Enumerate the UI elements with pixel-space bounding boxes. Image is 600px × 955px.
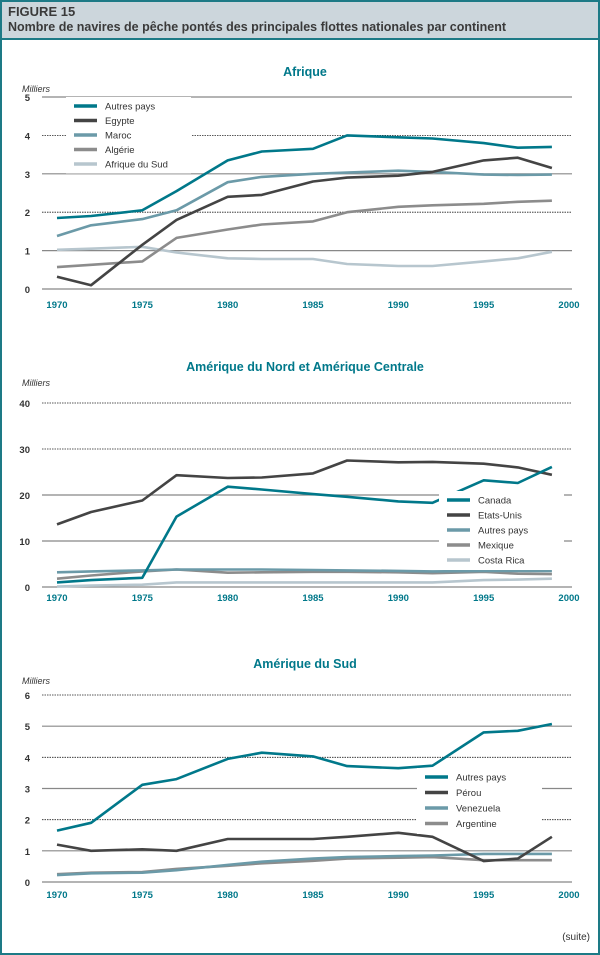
series-line-0 — [56, 134, 552, 220]
y-axis-label: Milliers — [22, 676, 50, 686]
x-tick-label: 1985 — [302, 890, 324, 901]
x-tick-label: 1980 — [217, 300, 238, 311]
legend-label: Costa Rica — [478, 556, 525, 567]
series-line-2 — [56, 568, 552, 574]
y-tick-label: 0 — [25, 285, 30, 296]
y-tick-label: 40 — [19, 399, 30, 410]
series-line-3 — [56, 199, 552, 269]
x-tick-label: 1990 — [388, 300, 409, 311]
legend-label: Autres pays — [105, 102, 155, 113]
y-tick-label: 6 — [25, 691, 30, 702]
y-tick-label: 4 — [25, 753, 31, 764]
y-tick-label: 2 — [25, 208, 30, 219]
legend-label: Afrique du Sud — [105, 160, 168, 171]
series-line-2 — [56, 852, 552, 877]
series-line-2 — [56, 169, 552, 238]
x-tick-label: 1990 — [388, 890, 409, 901]
y-tick-label: 4 — [25, 131, 31, 142]
figure-title: Nombre de navires de pêche pontés des pr… — [8, 20, 507, 34]
x-tick-label: 1970 — [46, 593, 67, 604]
legend-label: Algérie — [105, 145, 135, 156]
legend-label: Canada — [478, 496, 512, 507]
legend-label: Mexique — [478, 541, 514, 552]
x-tick-label: 2000 — [558, 300, 579, 311]
legend-label: Autres pays — [478, 526, 528, 537]
x-tick-label: 1985 — [302, 300, 324, 311]
y-tick-label: 20 — [19, 491, 30, 502]
x-tick-label: 1970 — [46, 890, 67, 901]
legend-label: Etats-Unis — [478, 511, 522, 522]
y-tick-label: 0 — [25, 878, 30, 889]
legend-label: Maroc — [105, 131, 132, 142]
x-tick-label: 1995 — [473, 593, 495, 604]
series-line-1 — [56, 831, 553, 863]
legend-label: Egypte — [105, 116, 135, 127]
y-axis-label: Milliers — [22, 84, 50, 94]
continuation-note: (suite) — [562, 932, 590, 943]
legend-label: Argentine — [456, 819, 497, 830]
x-tick-label: 1975 — [132, 890, 154, 901]
figure-header: FIGURE 15 Nombre de navires de pêche pon… — [2, 2, 598, 40]
x-tick-label: 1970 — [46, 300, 67, 311]
series-line-1 — [56, 459, 553, 526]
chart-afrique: Afrique Milliers 0 1 2 3 4 5 1970 1975 1980 1985 199… — [22, 65, 580, 311]
series-line-4 — [56, 245, 553, 268]
y-axis-label: Milliers — [22, 378, 50, 388]
x-tick-label: 2000 — [558, 890, 579, 901]
y-tick-label: 30 — [19, 445, 30, 456]
series-line-1 — [56, 156, 553, 287]
legend-label: Pérou — [456, 788, 481, 799]
y-tick-label: 3 — [25, 170, 30, 181]
legend-label: Autres pays — [456, 773, 506, 784]
y-tick-label: 5 — [25, 722, 31, 733]
x-tick-label: 1975 — [132, 593, 154, 604]
x-tick-label: 1990 — [388, 593, 409, 604]
series-line-0 — [56, 465, 553, 584]
y-tick-label: 1 — [25, 847, 31, 858]
figure-label: FIGURE 15 — [8, 4, 76, 19]
x-tick-label: 1995 — [473, 890, 495, 901]
x-tick-label: 1995 — [473, 300, 495, 311]
chart-amerique-nord-centrale: Amérique du Nord et Amérique Centrale Mil… — [19, 360, 579, 604]
x-tick-label: 2000 — [558, 593, 579, 604]
x-tick-label: 1975 — [132, 300, 154, 311]
series-line-4 — [56, 577, 552, 588]
chart-title: Amérique du Sud — [253, 657, 356, 671]
chart-title: Afrique — [283, 65, 327, 79]
y-tick-label: 3 — [25, 785, 30, 796]
x-tick-label: 1980 — [217, 593, 238, 604]
y-tick-label: 5 — [25, 93, 31, 104]
y-tick-label: 10 — [19, 537, 30, 548]
y-tick-label: 2 — [25, 816, 30, 827]
x-tick-label: 1980 — [217, 890, 238, 901]
x-tick-label: 1985 — [302, 593, 324, 604]
series-line-0 — [56, 722, 553, 832]
legend-label: Venezuela — [456, 804, 501, 815]
chart-amerique-sud: Amérique du Sud Milliers 0 1 2 3 4 5 6 1970 1975 19… — [22, 657, 580, 901]
y-tick-label: 0 — [25, 583, 30, 594]
chart-title: Amérique du Nord et Amérique Centrale — [186, 360, 424, 374]
y-tick-label: 1 — [25, 247, 31, 258]
